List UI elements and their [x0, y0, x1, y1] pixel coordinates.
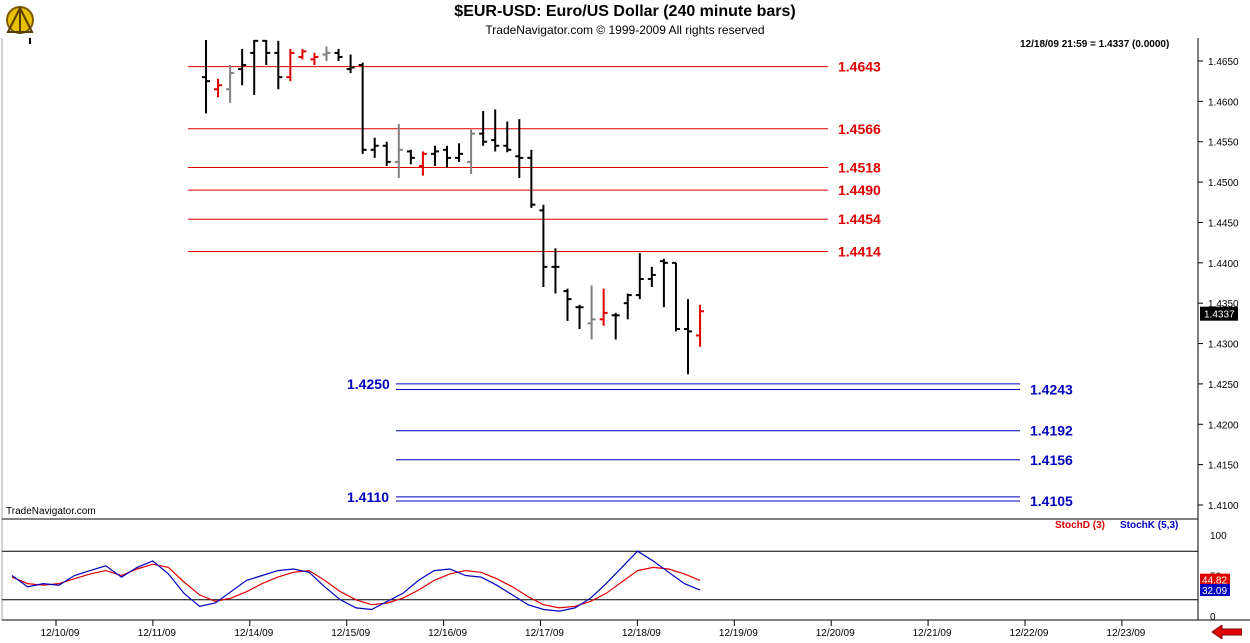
stoch-y-tick-label: 100	[1210, 531, 1227, 542]
y-tick-label: 1.4450	[1208, 218, 1239, 229]
y-tick-label: 1.4350	[1208, 299, 1239, 310]
support-label: 1.4156	[1030, 452, 1073, 468]
x-tick-label: 12/23/09	[1106, 628, 1145, 639]
support-label: 1.4105	[1030, 493, 1073, 509]
ohlc-bar	[394, 123, 403, 179]
ohlc-bar	[322, 46, 331, 61]
legend-stochk: StochK (5,3)	[1120, 520, 1179, 531]
ohlc-bar	[635, 253, 644, 300]
last-price-box	[1200, 306, 1238, 321]
stochd-value-label: 44.82	[1202, 576, 1227, 587]
ohlc-bar	[684, 299, 692, 375]
ohlc-bar	[479, 111, 488, 146]
stochk-value-box	[1200, 584, 1230, 597]
y-tick-label: 1.4650	[1208, 57, 1239, 68]
ohlc-bar	[563, 288, 572, 321]
y-tick-label: 1.4250	[1208, 380, 1239, 391]
stochk-value-label: 32.09	[1202, 586, 1227, 597]
ohlc-bar	[370, 137, 379, 158]
ohlc-bar	[286, 48, 295, 82]
ohlc-bar	[515, 119, 524, 179]
ohlc-bar	[587, 285, 596, 340]
ohlc-bar	[262, 39, 271, 66]
resistance-label: 1.4414	[838, 244, 881, 260]
resistance-label: 1.4643	[838, 59, 881, 75]
stoch-y-tick-label: 0	[1210, 612, 1216, 623]
ohlc-bar	[226, 65, 235, 103]
ohlc-bar	[671, 261, 680, 332]
y-tick-label: 1.4200	[1208, 420, 1239, 431]
x-tick-label: 12/18/09	[622, 628, 661, 639]
watermark: TradeNavigator.com	[6, 506, 96, 517]
ohlc-bar	[418, 151, 427, 176]
x-tick-label: 12/19/09	[719, 628, 758, 639]
ohlc-bar	[358, 62, 367, 154]
ohlc-bar	[298, 48, 307, 60]
ohlc-bar	[696, 304, 705, 347]
ohlc-bar	[491, 109, 500, 152]
last-price-label: 1.4337	[1204, 310, 1235, 321]
ohlc-bar	[611, 312, 620, 340]
y-tick-label: 1.4500	[1208, 178, 1239, 189]
ohlc-bar	[238, 48, 247, 86]
ohlc-bar	[659, 258, 668, 308]
stoch-series-line	[11, 563, 701, 609]
ohlc-bar	[334, 48, 343, 61]
stochd-value-box	[1200, 573, 1230, 586]
x-tick-label: 12/21/09	[913, 628, 952, 639]
support-label: 1.4250	[347, 376, 390, 392]
stoch-series-line	[11, 550, 701, 612]
x-tick-label: 12/10/09	[41, 628, 80, 639]
ohlc-bar	[274, 40, 283, 90]
resistance-label: 1.4490	[838, 182, 881, 198]
x-tick-label: 12/20/09	[816, 628, 855, 639]
chart-title: $EUR-USD: Euro/US Dollar (240 minute bar…	[454, 3, 796, 20]
resistance-label: 1.4454	[838, 211, 881, 227]
ohlc-bar	[443, 145, 451, 168]
ohlc-bar	[250, 39, 259, 95]
x-tick-label: 12/14/09	[234, 628, 273, 639]
ohlc-bar	[346, 54, 355, 74]
x-tick-label: 12/17/09	[525, 628, 564, 639]
ohlc-bar	[527, 149, 536, 208]
sextant-logo-icon	[6, 5, 34, 34]
ohlc-bar	[214, 78, 223, 98]
y-tick-label: 1.4300	[1208, 340, 1239, 351]
ohlc-bar	[551, 248, 560, 294]
y-tick-label: 1.4100	[1208, 501, 1239, 512]
ohlc-bar	[467, 129, 476, 175]
legend-stochd: StochD (3)	[1055, 520, 1105, 531]
ohlc-bar	[599, 288, 608, 326]
ohlc-bar	[647, 266, 656, 288]
support-label: 1.4110	[347, 489, 389, 505]
back-arrow-icon[interactable]	[1212, 625, 1242, 639]
price-readout: 12/18/09 21:59 = 1.4337 (0.0000)	[1020, 39, 1170, 50]
x-tick-label: 12/11/09	[138, 628, 177, 639]
y-tick-label: 1.4150	[1208, 461, 1239, 472]
ohlc-bar	[382, 141, 391, 166]
ohlc-bar	[539, 204, 548, 288]
ohlc-bar	[503, 121, 512, 153]
y-tick-label: 1.4600	[1208, 97, 1239, 108]
ohlc-bar	[406, 149, 415, 165]
ohlc-bar	[455, 143, 464, 162]
chart-subtitle: TradeNavigator.com © 1999-2009 All right…	[485, 23, 765, 37]
support-label: 1.4192	[1030, 423, 1073, 439]
ohlc-bar	[202, 40, 210, 114]
support-label: 1.4243	[1030, 382, 1073, 398]
y-tick-label: 1.4550	[1208, 138, 1239, 149]
x-tick-label: 12/22/09	[1010, 628, 1049, 639]
ohlc-bar	[623, 293, 632, 320]
resistance-label: 1.4518	[838, 160, 881, 176]
title-bar: $EUR-USD: Euro/US Dollar (240 minute bar…	[0, 0, 1250, 38]
ohlc-bar	[575, 304, 584, 330]
x-tick-label: 12/15/09	[331, 628, 370, 639]
resistance-label: 1.4566	[838, 121, 881, 137]
ohlc-bar	[310, 52, 319, 66]
x-tick-label: 12/16/09	[428, 628, 467, 639]
ohlc-bar	[430, 145, 439, 166]
y-tick-label: 1.4400	[1208, 259, 1239, 270]
